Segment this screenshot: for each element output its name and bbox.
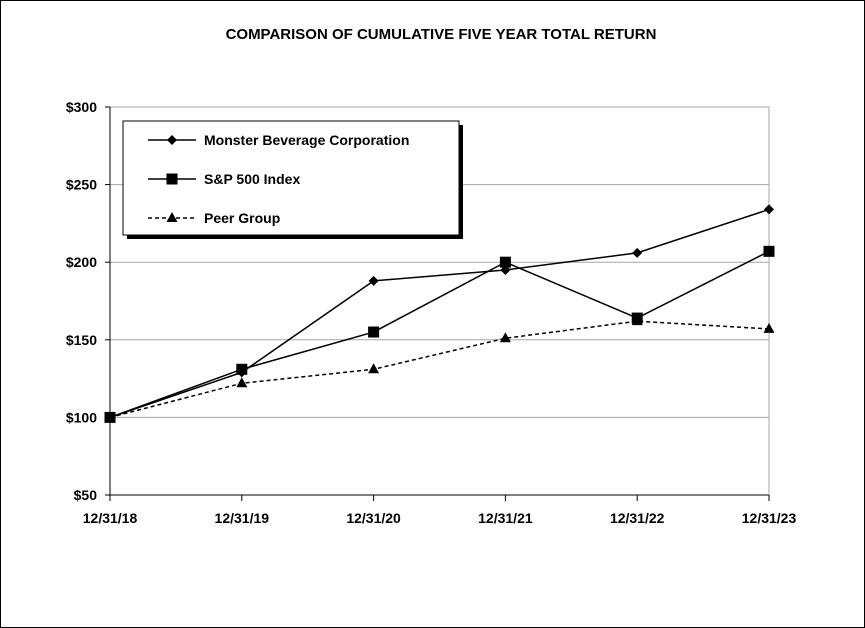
diamond-marker [368,275,379,286]
y-tick-label: $150 [66,332,97,348]
x-tick-label: 12/31/23 [742,510,797,526]
legend-label: Peer Group [204,210,280,226]
x-tick-label: 12/31/22 [610,510,665,526]
chart-title: COMPARISON OF CUMULATIVE FIVE YEAR TOTAL… [226,26,657,43]
square-marker [499,256,511,268]
x-tick-label: 12/31/19 [215,510,270,526]
y-tick-label: $300 [66,99,97,115]
triangle-marker [763,322,775,333]
diamond-marker [764,204,774,215]
triangle-marker [236,377,248,388]
square-marker [166,173,178,185]
diamond-marker [632,247,643,258]
legend-label: Monster Beverage Corporation [204,132,409,148]
triangle-marker [166,212,178,222]
triangle-marker [631,315,643,326]
legend: Monster Beverage Corporation S&P 500 Inde… [122,120,463,239]
x-tick-label: 12/31/20 [346,510,401,526]
y-tick-label: $50 [74,487,98,503]
x-tick-label: 12/31/18 [83,510,138,526]
diamond-marker [167,135,177,145]
y-tick-label: $200 [66,254,97,270]
series-line [109,208,770,419]
y-tick-label: $250 [66,177,97,193]
series-2 [104,315,775,422]
legend-label: S&P 500 Index [204,171,300,187]
square-marker [236,363,248,375]
series-1 [104,245,775,423]
x-tick-label: 12/31/21 [478,510,533,526]
triangle-marker [499,332,511,343]
triangle-marker [104,411,116,422]
axes: $300 $250 $200 $150 $100 $50 12/31/18 12/31/19 1… [66,99,797,526]
square-marker [763,245,775,257]
triangle-marker [368,363,380,374]
square-marker [368,326,380,338]
series-line [109,250,770,419]
series-line [109,320,770,419]
y-tick-label: $100 [66,409,97,425]
series-layer [104,204,775,423]
